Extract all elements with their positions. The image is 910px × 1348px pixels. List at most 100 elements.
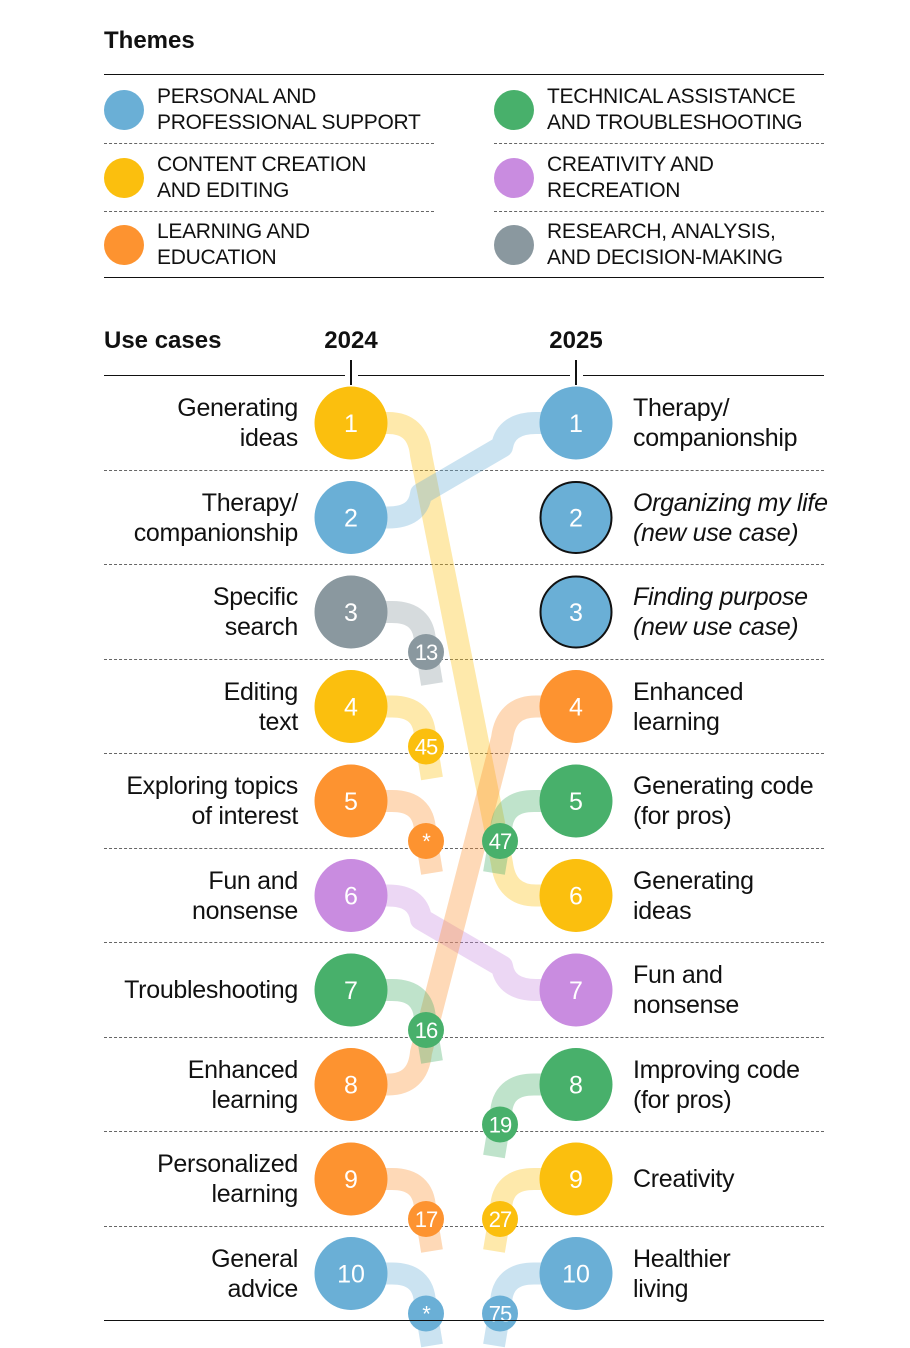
row-divider bbox=[104, 1225, 824, 1227]
rank-2024-number: 5 bbox=[344, 788, 358, 816]
rank-2024-circle bbox=[314, 386, 388, 460]
rank-2025-number: 1 bbox=[569, 410, 583, 438]
theme-color-dot bbox=[494, 157, 534, 198]
theme-color-dot bbox=[104, 90, 144, 130]
bottom-rule bbox=[104, 1320, 824, 1321]
use-case-2024-label: Troubleshooting bbox=[124, 976, 298, 1004]
rank-2025-circle bbox=[539, 386, 613, 460]
rank-connection-line bbox=[351, 695, 576, 1096]
theme-color-dot bbox=[494, 90, 534, 130]
header-rule bbox=[583, 375, 824, 376]
use-case-2025-label: Fun and nonsense bbox=[633, 961, 740, 1019]
rank-2024-circle bbox=[314, 670, 388, 743]
use-case-2025-label: Creativity bbox=[633, 1165, 735, 1193]
rank-connection-line bbox=[351, 884, 576, 1001]
previous-rank-label: 45 bbox=[415, 735, 438, 760]
use-case-2024-label: General advice bbox=[211, 1244, 298, 1303]
rank-2025-number: 3 bbox=[569, 599, 583, 627]
year-2025-tick bbox=[575, 360, 577, 385]
previous-rank-label: 47 bbox=[489, 829, 512, 854]
rank-2025-circle bbox=[539, 670, 613, 743]
rank-2024-number: 10 bbox=[337, 1261, 365, 1289]
rank-2024-circle bbox=[314, 859, 388, 932]
legend-divider bbox=[104, 143, 434, 144]
row-divider bbox=[104, 1036, 824, 1038]
rank-2025-number: 7 bbox=[569, 977, 583, 1005]
rank-2025-circle bbox=[539, 1048, 613, 1121]
rank-2024-circle bbox=[314, 1048, 388, 1121]
previous-rank-label: 75 bbox=[489, 1302, 512, 1327]
use-case-2024-label: Therapy/ companionship bbox=[133, 488, 299, 547]
rank-2025-number: 9 bbox=[569, 1166, 583, 1194]
use-case-2025-label: Healthier living bbox=[633, 1244, 731, 1303]
theme-color-dot bbox=[104, 225, 144, 265]
previous-rank-badge bbox=[482, 823, 518, 859]
previous-rank-label: 19 bbox=[489, 1113, 512, 1138]
use-case-2024-label: Fun and nonsense bbox=[191, 866, 298, 925]
legend-divider bbox=[494, 210, 824, 212]
themes-bottom-rule bbox=[104, 277, 824, 278]
previous-rank-label: 17 bbox=[415, 1207, 438, 1232]
previous-rank-label: 13 bbox=[415, 640, 438, 665]
rank-2024-circle bbox=[314, 1142, 388, 1216]
rank-connection-line bbox=[351, 412, 576, 529]
rank-2025-number: 2 bbox=[569, 505, 583, 533]
rank-2024-circle bbox=[314, 953, 388, 1027]
theme-label: Personal and professional support bbox=[157, 85, 421, 134]
rank-2025-circle bbox=[539, 1142, 613, 1216]
row-divider bbox=[104, 847, 824, 849]
previous-rank-badge bbox=[408, 1012, 444, 1048]
rank-2024-number: 3 bbox=[344, 599, 358, 627]
previous-rank-badge bbox=[408, 634, 444, 670]
use-case-2025-label: Finding purpose (new use case) bbox=[633, 583, 808, 641]
rank-2025-number: 4 bbox=[569, 694, 583, 722]
rank-2024-number: 9 bbox=[344, 1166, 358, 1194]
previous-rank-badge bbox=[482, 1295, 518, 1332]
use-case-2025-label: Organizing my life (new use case) bbox=[633, 488, 828, 547]
use-case-2024-label: Specific search bbox=[212, 583, 298, 641]
rank-2024-number: 2 bbox=[344, 505, 358, 533]
rank-2024-number: 1 bbox=[344, 410, 358, 438]
previous-rank-badge bbox=[408, 823, 444, 859]
themes-top-rule bbox=[104, 74, 824, 75]
use-cases-title: Use cases bbox=[104, 327, 222, 354]
rank-2024-number: 4 bbox=[344, 694, 358, 722]
previous-rank-label: * bbox=[422, 1302, 431, 1327]
rank-connection-line bbox=[351, 412, 576, 907]
rank-2025-circle bbox=[539, 1237, 613, 1310]
rank-2025-circle bbox=[539, 764, 613, 838]
use-case-2024-label: Enhanced learning bbox=[187, 1055, 299, 1114]
previous-rank-label: * bbox=[422, 829, 431, 854]
use-case-2024-label: Generating ideas bbox=[177, 394, 298, 452]
use-case-2025-label: Improving code (for pros) bbox=[633, 1055, 800, 1114]
previous-rank-badge bbox=[408, 1201, 444, 1237]
row-divider bbox=[104, 1131, 824, 1132]
use-case-2025-label: Generating ideas bbox=[633, 866, 754, 925]
legend-divider bbox=[494, 143, 824, 144]
row-divider bbox=[104, 564, 824, 565]
previous-rank-label: 27 bbox=[489, 1207, 512, 1232]
theme-color-dot bbox=[104, 157, 144, 198]
previous-rank-badge bbox=[408, 1295, 444, 1332]
new-use-case-circle bbox=[539, 575, 613, 649]
use-case-2024-label: Editing text bbox=[223, 677, 299, 736]
rank-2024-number: 6 bbox=[344, 883, 358, 911]
row-divider bbox=[104, 942, 824, 943]
theme-label: Learning and education bbox=[157, 220, 310, 269]
rank-2025-number: 6 bbox=[569, 883, 583, 911]
theme-label: Content creation and editing bbox=[157, 152, 367, 202]
theme-color-dot bbox=[494, 225, 534, 265]
theme-label: Creativity and recreation bbox=[547, 152, 714, 202]
rank-2025-number: 5 bbox=[569, 788, 583, 816]
year-2024-tick bbox=[350, 360, 352, 385]
row-divider bbox=[104, 753, 824, 754]
theme-label: Technical assistance and troubleshooting bbox=[547, 85, 803, 134]
use-case-2024-label: Personalized learning bbox=[157, 1150, 298, 1208]
row-divider bbox=[104, 469, 824, 471]
rank-2024-circle bbox=[314, 764, 388, 838]
rank-2024-number: 8 bbox=[344, 1072, 358, 1100]
rank-2025-circle bbox=[539, 953, 613, 1027]
rank-2025-number: 10 bbox=[562, 1261, 590, 1289]
